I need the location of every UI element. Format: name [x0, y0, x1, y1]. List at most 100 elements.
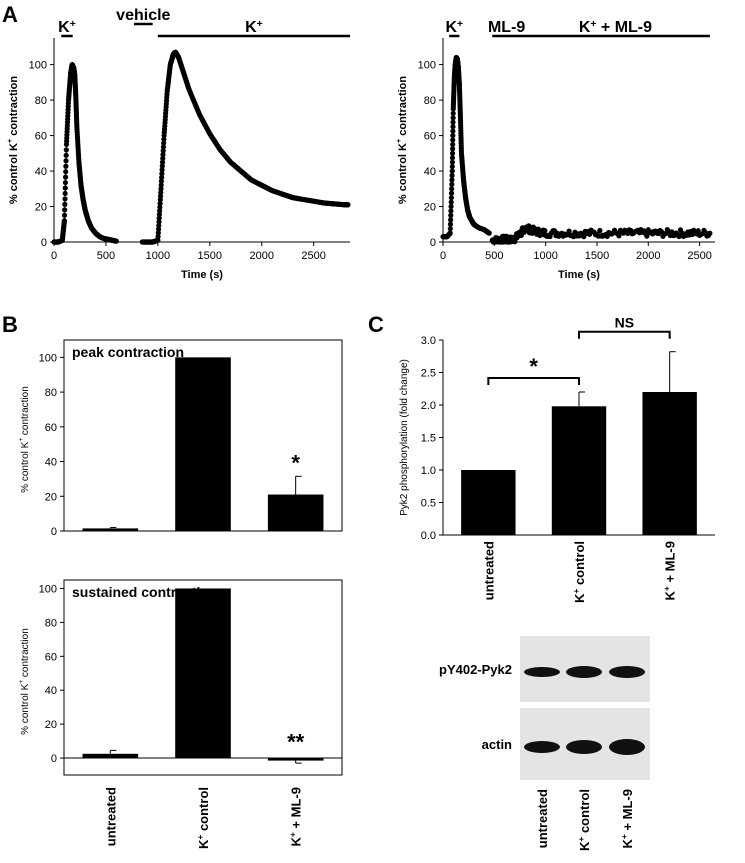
y-tick-label: 40: [35, 166, 47, 178]
comparison-bracket: [578, 330, 671, 339]
data-point: [158, 182, 164, 188]
lane-label: untreated: [535, 789, 550, 848]
comparison-label: *: [529, 354, 538, 379]
data-point: [160, 155, 166, 161]
lane-label: K+ control: [576, 789, 592, 851]
data-point: [449, 159, 455, 165]
data-point: [158, 178, 165, 184]
y-tick-label: 100: [418, 60, 436, 72]
y-tick-label: 40: [424, 166, 436, 178]
x-tick-label: 500: [485, 250, 503, 262]
data-point: [450, 128, 456, 134]
data-point: [63, 163, 69, 169]
x-axis-label: Time (s): [558, 269, 600, 281]
x-tick-label: 2500: [301, 250, 325, 262]
panel-label-b: B: [2, 312, 18, 337]
data-point: [616, 233, 622, 239]
data-point: [156, 219, 162, 225]
data-point: [450, 124, 456, 130]
data-point: [597, 227, 603, 234]
data-point: [160, 148, 166, 154]
y-tick-label: 20: [35, 202, 47, 214]
data-point: [450, 141, 456, 148]
data-point: [157, 200, 163, 207]
y-tick-label: 1.0: [421, 465, 436, 477]
data-point: [158, 189, 164, 196]
data-point: [156, 222, 162, 229]
y-axis-label: % control K+ contraction: [18, 386, 31, 493]
y-tick-label: 80: [45, 617, 57, 629]
x-tick-label: 2500: [687, 250, 711, 262]
data-point: [62, 185, 68, 191]
annotation-label: vehicle: [116, 7, 170, 24]
blot-row-label: actin: [482, 737, 512, 752]
plot-frame: [63, 579, 343, 776]
data-point: [159, 174, 165, 180]
lane-label: K+ + ML-9: [619, 789, 635, 848]
data-point: [450, 110, 456, 116]
data-point: [113, 238, 119, 244]
data-point: [450, 137, 456, 143]
data-point: [62, 179, 69, 186]
data-point: [63, 158, 69, 164]
category-label: K+ control: [571, 541, 587, 603]
annotation-label: ML-9: [488, 19, 525, 36]
y-tick-label: 40: [45, 685, 57, 697]
data-point: [155, 226, 162, 232]
blot-row-label: pY402-Pyk2: [439, 662, 512, 677]
data-point: [447, 230, 453, 236]
data-point: [63, 152, 69, 158]
data-point: [644, 233, 650, 239]
annotation-label: K+: [245, 19, 263, 36]
data-point: [448, 208, 454, 214]
data-point: [155, 233, 161, 240]
y-tick-label: 0: [430, 237, 436, 249]
significance-mark: *: [291, 450, 300, 475]
x-tick-label: 0: [51, 250, 57, 262]
data-point: [61, 212, 68, 218]
x-tick-label: 1500: [198, 250, 222, 262]
data-point: [62, 196, 68, 202]
annotation-label: K+ + ML-9: [579, 19, 652, 36]
annotation-label: K+: [445, 19, 463, 36]
bar: [175, 588, 231, 759]
y-tick-label: 0: [51, 526, 57, 538]
bar: [267, 494, 324, 531]
data-point: [450, 119, 456, 125]
data-point: [449, 168, 455, 174]
category-labels-b: untreated K+ control K+ + ML-9: [103, 787, 303, 849]
panel-label-a: A: [2, 2, 18, 27]
data-point: [156, 215, 162, 221]
y-tick-label: 0.0: [421, 530, 436, 542]
y-tick-label: 60: [35, 131, 47, 143]
data-point: [160, 144, 167, 150]
panel-label-c: C: [368, 312, 384, 337]
data-point: [63, 169, 69, 175]
y-tick-label: 3.0: [421, 335, 436, 347]
x-tick-label: 2000: [249, 250, 273, 262]
data-point: [156, 211, 163, 218]
data-point: [448, 203, 454, 210]
category-label: K+ control: [195, 787, 211, 849]
y-tick-label: 60: [424, 131, 436, 143]
data-point: [160, 151, 166, 158]
x-tick-label: 0: [440, 250, 446, 262]
data-point: [566, 228, 572, 234]
y-axis-label: % control K+ contraction: [18, 628, 31, 735]
data-point: [449, 181, 455, 187]
y-tick-label: 100: [39, 352, 57, 364]
y-axis-label: Pyk2 phosphorylation (fold change): [399, 359, 410, 516]
data-point: [450, 146, 456, 152]
y-tick-label: 80: [45, 387, 57, 399]
data-point: [155, 237, 161, 243]
data-point: [62, 190, 68, 197]
significance-mark: **: [287, 730, 305, 755]
data-point: [449, 186, 455, 192]
data-point: [62, 174, 69, 180]
y-tick-label: 40: [45, 457, 57, 469]
y-tick-label: 1.5: [421, 433, 436, 445]
x-axis-label: Time (s): [181, 269, 223, 281]
data-point: [157, 197, 163, 203]
